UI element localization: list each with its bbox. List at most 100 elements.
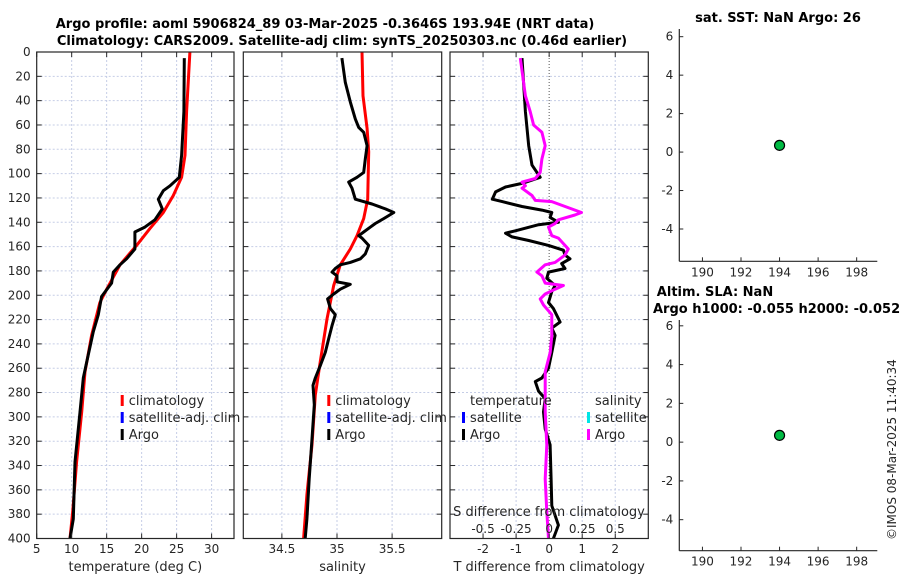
y-tick-label: 6 <box>666 30 674 44</box>
legend-marker <box>462 412 465 423</box>
y-tick-label: 360 <box>8 483 31 497</box>
legend-marker <box>327 429 331 440</box>
x-tick-label: 190 <box>691 555 714 569</box>
legend-label: satellite <box>595 411 647 426</box>
x-tick-label: 25 <box>169 542 184 556</box>
x-tick-label: 15 <box>99 542 114 556</box>
figure-title-line1: Argo profile: aoml 5906824_89 03-Mar-202… <box>56 17 595 32</box>
legend-label: Argo <box>470 428 500 443</box>
y-tick-label: 240 <box>8 337 31 351</box>
y-tick-label: -4 <box>661 222 673 236</box>
x-tick-label: 196 <box>807 555 830 569</box>
y-tick-label: 340 <box>8 459 31 473</box>
legend-marker <box>327 412 331 423</box>
y-tick-label: 2 <box>666 107 674 121</box>
x-tick-label: 190 <box>691 265 714 279</box>
y-tick-label: 4 <box>666 68 674 82</box>
x-tick-label: 35.5 <box>379 542 406 556</box>
x-axis-label: temperature (deg C) <box>68 560 202 575</box>
series-line-argo <box>68 58 186 539</box>
y-tick-label: 280 <box>8 386 31 400</box>
legend-marker <box>120 395 124 406</box>
sst-panel-title: sat. SST: NaN Argo: 26 <box>695 11 861 26</box>
y-tick-label: 160 <box>8 240 31 254</box>
legend-label: satellite-adj. clim <box>335 411 447 426</box>
y-tick-label: 0 <box>666 145 674 159</box>
series-line-temperature-argo <box>490 58 572 540</box>
x-tick-label: 194 <box>768 555 791 569</box>
sla-panel: 6 4 2 0 -2 -4 190 192 194 196 198 <box>661 319 878 569</box>
x-axis-label: T difference from climatology <box>452 560 645 575</box>
legend-marker <box>120 429 124 440</box>
data-point-marker <box>773 139 786 151</box>
y-tick-label: 320 <box>8 434 31 448</box>
copyright-text: ©IMOS 08-Mar-2025 11:40:34 <box>885 359 899 540</box>
y-tick-label: -4 <box>661 513 673 527</box>
s-axis-label: S difference from climatology <box>453 505 645 520</box>
legend-marker <box>327 395 331 406</box>
legend-marker <box>120 412 124 423</box>
legend-label: Argo <box>129 428 159 443</box>
legend-title-salinity: salinity <box>595 394 642 409</box>
difference-panel: -2 -1 0 1 2 T difference from climatology temp… <box>449 51 649 575</box>
x-tick-label: 192 <box>730 265 753 279</box>
legend-marker <box>587 429 590 440</box>
x-tick-label: 194 <box>768 265 791 279</box>
legend-marker <box>462 429 465 440</box>
sst-panel: 6 4 2 0 -2 -4 190 192 194 196 198 <box>661 29 878 279</box>
x-tick-label: 0 <box>545 542 553 556</box>
x-tick-label: 1 <box>578 542 586 556</box>
y-tick-label: 4 <box>666 358 674 372</box>
y-tick-label: 180 <box>8 264 31 278</box>
y-tick-label: 0 <box>23 45 31 59</box>
s-tick-label: -0.5 <box>471 522 494 536</box>
s-tick-label: -0.25 <box>501 522 532 536</box>
x-tick-label: 30 <box>204 542 219 556</box>
y-tick-label: 300 <box>8 410 31 424</box>
y-tick-label: 140 <box>8 215 31 229</box>
y-tick-label: 260 <box>8 361 31 375</box>
legend-label: satellite <box>470 411 522 426</box>
x-tick-label: 35 <box>329 542 344 556</box>
y-tick-label: 120 <box>8 191 31 205</box>
y-tick-label: 220 <box>8 313 31 327</box>
figure-title-line2: Climatology: CARS2009. Satellite-adj cli… <box>57 34 627 49</box>
salinity-panel: 34.5 35 35.5 salinity climatology satellite-a… <box>242 51 447 575</box>
x-tick-label: 5 <box>33 542 41 556</box>
y-tick-label: 80 <box>15 142 30 156</box>
legend-label: climatology <box>129 394 205 409</box>
legend-label: climatology <box>335 394 411 409</box>
s-tick-label: 0.5 <box>606 522 625 536</box>
y-tick-label: 0 <box>666 435 674 449</box>
x-tick-label: 198 <box>845 265 868 279</box>
y-tick-label: 6 <box>666 319 674 333</box>
sla-panel-subtitle: Argo h1000: -0.055 h2000: -0.052 <box>653 302 900 317</box>
legend-label: Argo <box>595 428 625 443</box>
legend-label: satellite-adj. clim <box>129 411 241 426</box>
y-tick-label: -2 <box>661 184 673 198</box>
x-tick-label: 34.5 <box>269 542 296 556</box>
y-tick-label: 2 <box>666 396 674 410</box>
y-tick-label: 400 <box>8 532 31 546</box>
x-tick-label: 10 <box>64 542 79 556</box>
y-tick-label: -2 <box>661 474 673 488</box>
x-tick-label: -2 <box>477 542 489 556</box>
legend-title-temperature: temperature <box>470 394 552 409</box>
y-tick-label: 20 <box>15 69 30 83</box>
x-tick-label: 192 <box>730 555 753 569</box>
s-tick-label: 0.25 <box>569 522 596 536</box>
y-tick-label: 200 <box>8 288 31 302</box>
x-tick-label: 198 <box>845 555 868 569</box>
sla-panel-title: Altim. SLA: NaN <box>657 285 773 300</box>
x-tick-label: 196 <box>807 265 830 279</box>
y-tick-label: 100 <box>8 167 31 181</box>
legend-label: Argo <box>335 428 365 443</box>
x-tick-label: -1 <box>510 542 522 556</box>
y-tick-label: 60 <box>15 118 30 132</box>
legend-marker <box>587 412 590 423</box>
s-tick-label: 0 <box>545 522 553 536</box>
series-line-salinity-argo <box>518 57 583 539</box>
